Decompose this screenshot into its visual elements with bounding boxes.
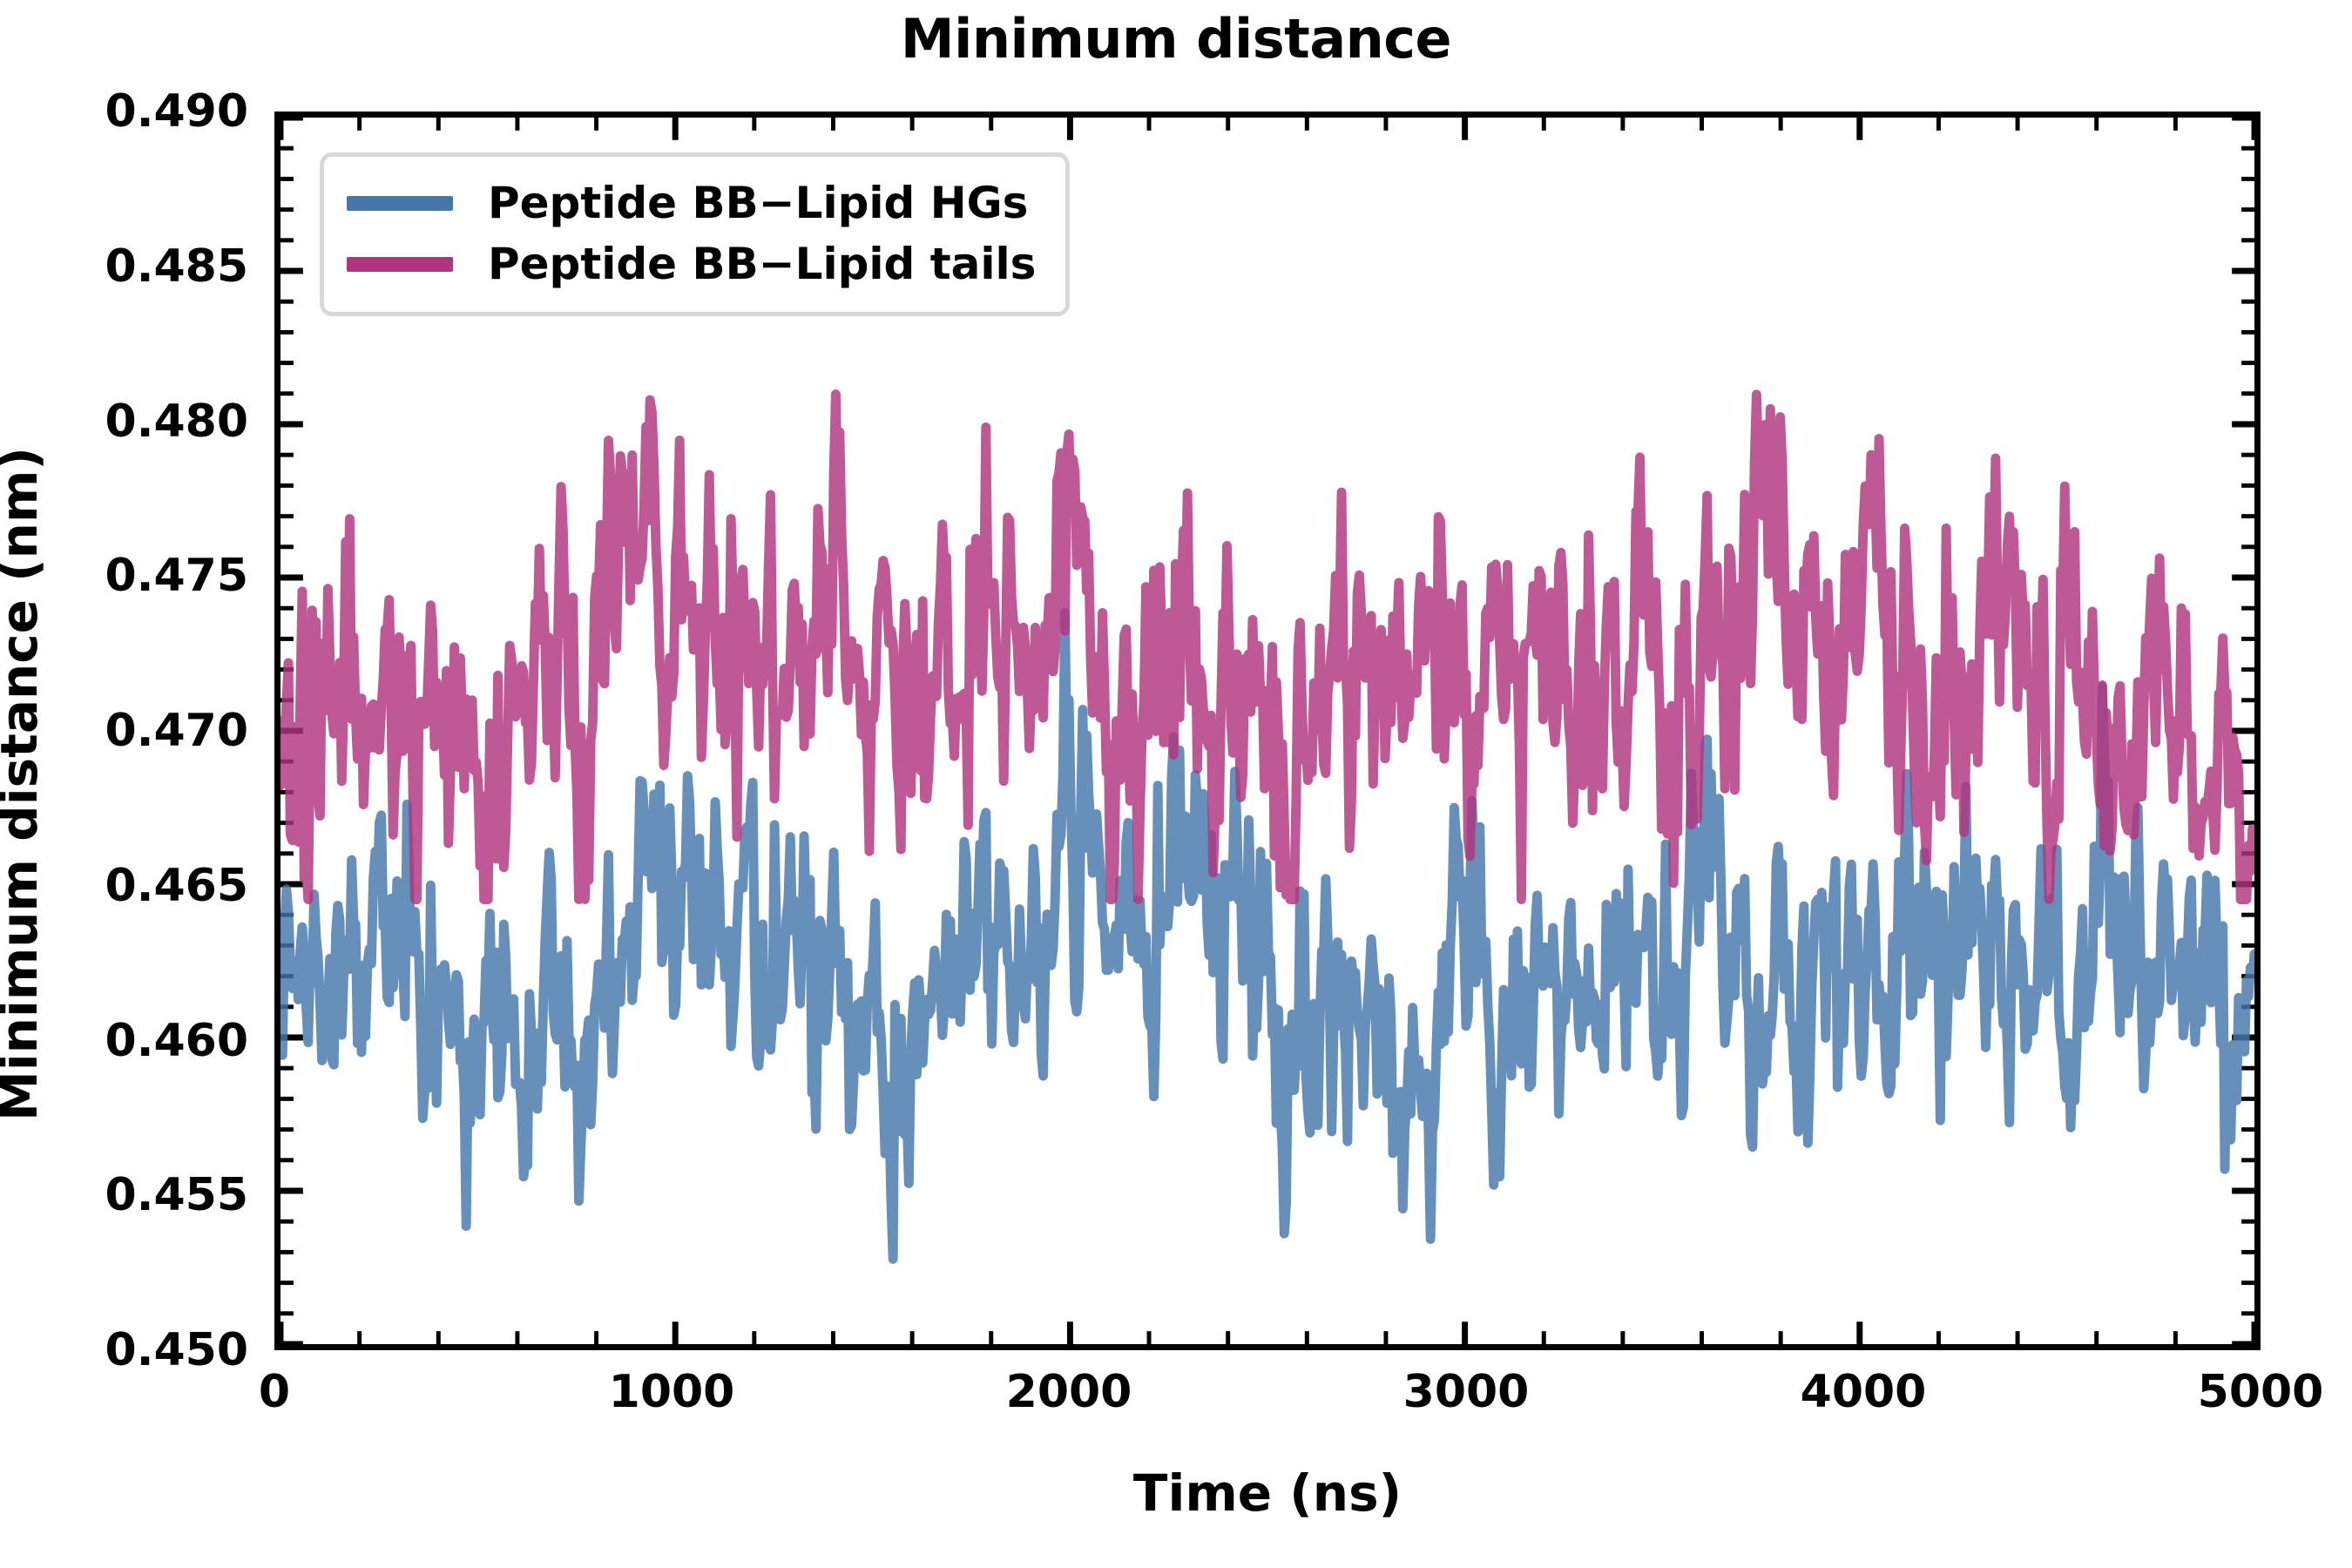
legend-swatch-hgs bbox=[347, 195, 453, 211]
series-line-hgs bbox=[280, 608, 2254, 1264]
y-tick-label: 0.480 bbox=[105, 395, 248, 448]
series-lines bbox=[280, 389, 2254, 1264]
series-line-tails bbox=[280, 389, 2254, 905]
plot-area: Peptide BB−Lipid HGs Peptide BB−Lipid ta… bbox=[274, 112, 2261, 1350]
x-tick-label: 3000 bbox=[1402, 1366, 1530, 1418]
x-tick-label: 1000 bbox=[608, 1366, 735, 1418]
y-tick-label: 0.455 bbox=[105, 1169, 248, 1222]
y-tick-label: 0.450 bbox=[105, 1324, 248, 1376]
x-tick-label: 2000 bbox=[1005, 1366, 1132, 1418]
x-tick-label: 4000 bbox=[1800, 1366, 1927, 1418]
y-tick-label: 0.465 bbox=[105, 859, 248, 912]
x-tick-label: 5000 bbox=[2197, 1366, 2324, 1418]
legend-label-tails: Peptide BB−Lipid tails bbox=[488, 239, 1037, 289]
y-tick-label: 0.485 bbox=[105, 240, 248, 293]
legend-swatch-tails bbox=[347, 256, 453, 272]
y-axis-label: Minimum distance (nm) bbox=[0, 447, 49, 1121]
page-title: Minimum distance bbox=[900, 7, 1452, 71]
y-tick-label: 0.470 bbox=[105, 705, 248, 757]
legend-item-hgs[interactable]: Peptide BB−Lipid HGs bbox=[347, 172, 1036, 233]
y-tick-label: 0.490 bbox=[105, 85, 248, 138]
x-axis-label: Time (ns) bbox=[1132, 1463, 1402, 1523]
legend-item-tails[interactable]: Peptide BB−Lipid tails bbox=[347, 233, 1036, 294]
chart-svg bbox=[280, 118, 2254, 1344]
y-tick-label: 0.460 bbox=[105, 1014, 248, 1067]
x-tick-label: 0 bbox=[258, 1366, 291, 1418]
y-tick-label: 0.475 bbox=[105, 550, 248, 603]
legend[interactable]: Peptide BB−Lipid HGs Peptide BB−Lipid ta… bbox=[320, 152, 1071, 316]
legend-label-hgs: Peptide BB−Lipid HGs bbox=[488, 178, 1029, 228]
